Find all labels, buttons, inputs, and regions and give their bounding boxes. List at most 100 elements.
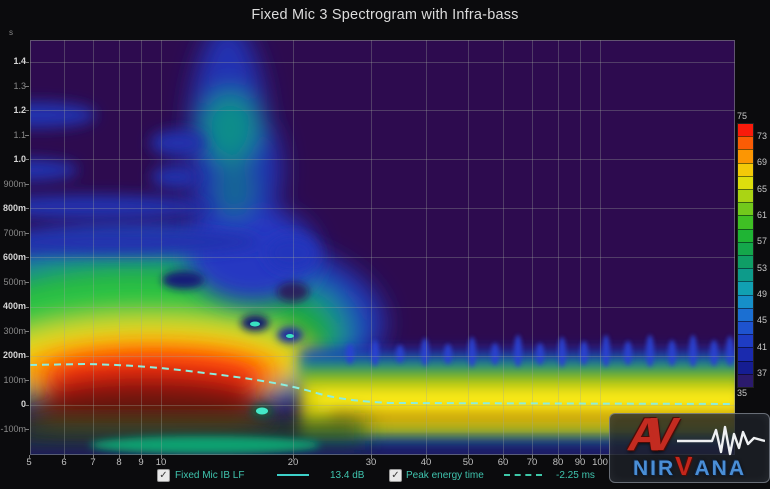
x-axis-label: 40 [420,457,432,468]
grid-line-vertical [293,40,294,455]
peak-energy-label: Peak energy time [406,470,484,481]
colorbar-segment [738,373,753,388]
grid-line-vertical [161,40,162,455]
y-axis-tick [25,405,29,406]
y-axis-tick [25,62,29,63]
y-axis-unit: s [9,28,13,37]
peak-line-sample [504,474,542,476]
grid-line-horizontal [30,307,735,308]
peak-energy-line [30,362,735,405]
peak-energy-checkbox[interactable]: ✓ [389,469,402,482]
x-axis-tick [503,455,504,459]
spectrogram-heatmap [30,40,735,455]
y-axis-tick [25,331,29,332]
grid-line-horizontal [30,356,735,357]
heatmap-ripples [346,335,734,367]
x-axis-tick [29,455,30,459]
grid-line-horizontal [30,405,735,406]
y-axis-tick [25,429,29,430]
colorbar-label: 41 [757,341,768,352]
grid-line-vertical [503,40,504,455]
grid-line-horizontal [30,62,735,63]
grid-line-vertical [580,40,581,455]
x-axis-label: 30 [365,457,377,468]
colorbar-segment [738,281,753,295]
y-axis-tick [25,110,29,111]
grid-line-horizontal [30,110,735,111]
heatmap-hot-core [30,353,365,442]
x-axis-label: 9 [138,457,144,468]
colorbar [737,123,754,388]
y-axis-tick [25,282,29,283]
colorbar-label: 37 [757,367,768,378]
y-axis-tick [25,307,29,308]
grid-line-vertical [426,40,427,455]
grid-line-horizontal [30,159,735,160]
x-axis-tick [64,455,65,459]
x-axis-tick [558,455,559,459]
y-axis-tick [25,257,29,258]
heatmap-wisps [30,102,318,271]
y-axis-label: 900m [3,178,26,189]
logo-name-mid: V [675,451,695,481]
colorbar-segment [738,360,753,374]
y-axis-tick [25,184,29,185]
colorbar-segment [738,334,753,348]
x-axis-label: 50 [462,457,474,468]
grid-line-vertical [532,40,533,455]
colorbar-segment [738,136,753,150]
x-axis-tick [580,455,581,459]
check-icon: ✓ [159,470,168,481]
grid-line-vertical [64,40,65,455]
y-axis-label: 1.0 [13,154,26,164]
trace-checkbox[interactable]: ✓ [157,469,170,482]
colorbar-segment [738,294,753,308]
colorbar-segment [738,202,753,216]
x-axis-label: 60 [497,457,509,468]
grid-line-vertical [468,40,469,455]
y-axis-tick [25,159,29,160]
logo-nirvana-text: NIRVANA [610,451,769,481]
check-icon: ✓ [391,470,400,481]
colorbar-segment [738,307,753,322]
trace-line-sample [277,474,309,476]
heatmap-dots [250,321,294,415]
grid-line-horizontal [30,257,735,258]
x-axis-tick [293,455,294,459]
colorbar-label: 69 [757,157,768,168]
colorbar-label: 45 [757,315,768,326]
colorbar-segment [738,321,753,335]
x-axis-label: 7 [90,457,96,468]
waveform-icon [677,425,765,456]
x-axis-label: 100 [592,457,608,468]
y-axis-label: 1.4 [13,56,26,66]
x-axis-tick [426,455,427,459]
colorbar-segment [738,149,753,163]
x-axis-tick [119,455,120,459]
y-axis-label: 700m [3,227,26,238]
heatmap-plume [187,40,317,303]
x-axis-label: 5 [26,457,32,468]
logo-name-left: NIR [632,457,676,480]
peak-energy-value: -2.25 ms [556,470,595,481]
grid-line-horizontal [30,208,735,209]
x-axis-label: 20 [287,457,299,468]
colorbar-segment [738,215,753,229]
colorbar-segment [738,255,753,269]
colorbar-segment [738,268,753,282]
colorbar-label: 65 [757,183,768,194]
y-axis-tick [25,208,29,209]
heatmap-holes [90,271,320,454]
spectrogram-plot[interactable] [30,40,735,455]
x-axis-tick [468,455,469,459]
colorbar-segment [738,189,753,203]
grid-line-vertical [141,40,142,455]
y-axis-label: 600m [2,252,26,262]
grid-line-vertical [558,40,559,455]
x-axis-tick [532,455,533,459]
colorbar-segment [738,162,753,176]
y-axis-label: 0 [20,399,26,409]
y-axis-label: 1.3 [13,80,26,91]
y-axis-label: -100m [0,423,26,434]
x-axis-tick [141,455,142,459]
